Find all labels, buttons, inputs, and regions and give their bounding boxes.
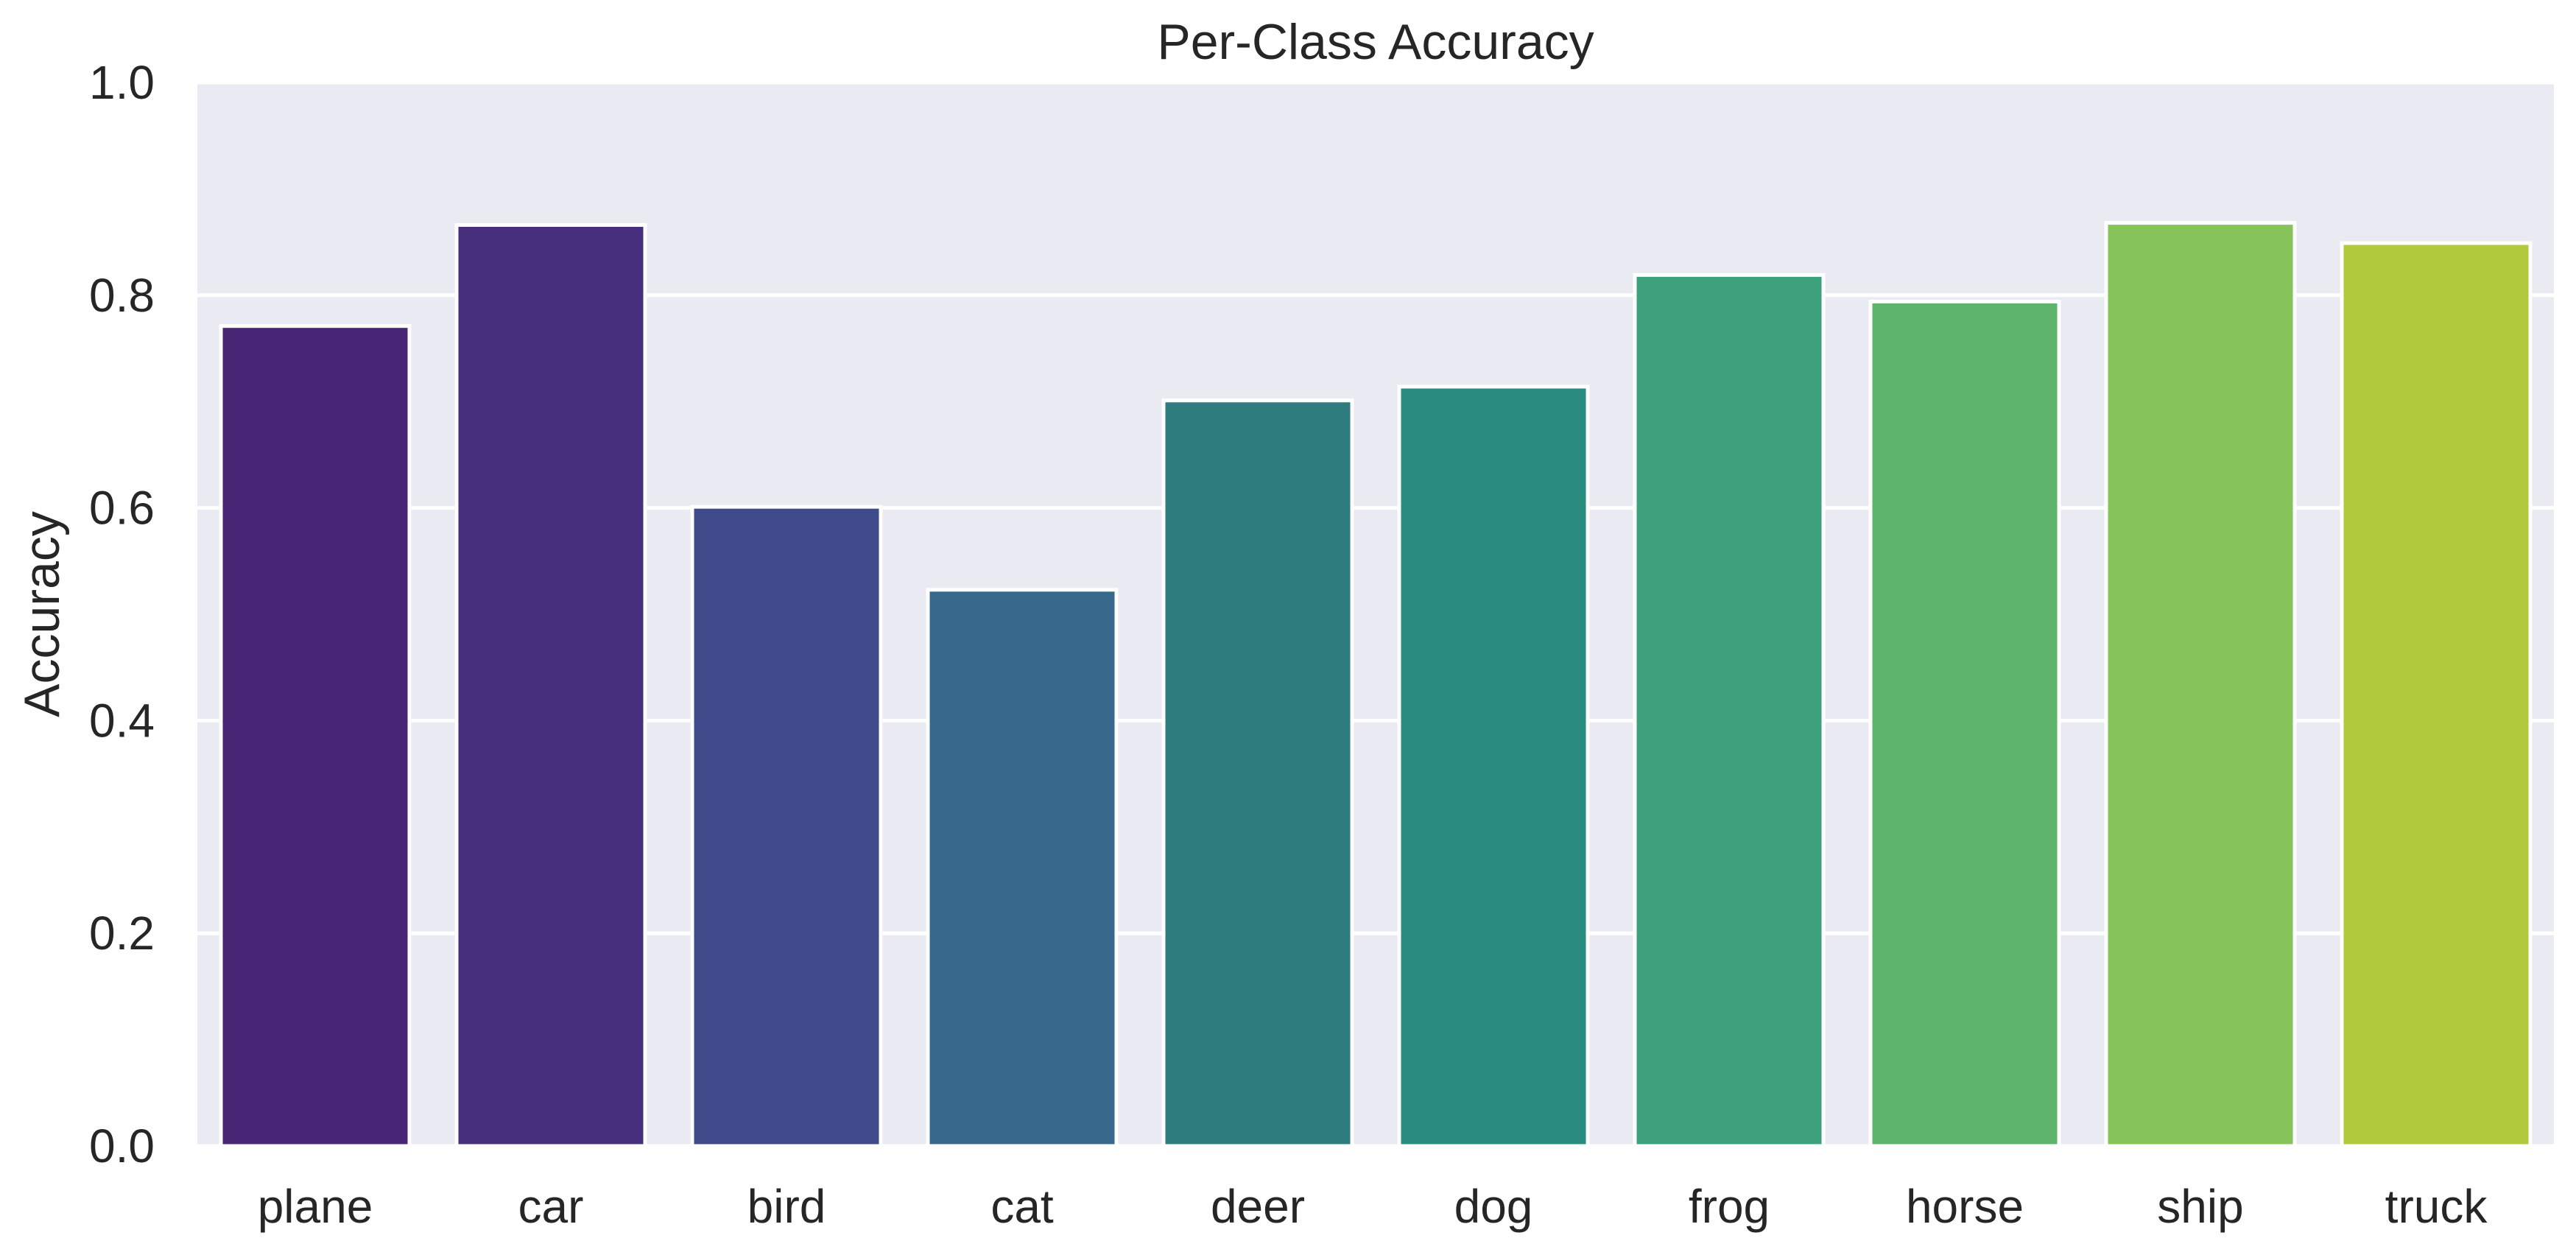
bar-frog [1633,273,1826,1148]
x-tick-label-truck: truck [2385,1180,2488,1233]
chart-title: Per-Class Accuracy [1157,14,1594,70]
y-tick-label: 1.0 [89,56,155,109]
y-tick-label: 0.6 [89,482,155,535]
x-tick-label-cat: cat [990,1180,1054,1233]
y-tick-labels: 0.0 0.2 0.4 0.6 0.8 1.0 [89,56,155,1173]
bar-cat [926,588,1119,1148]
bar-horse [1868,299,2061,1148]
x-tick-label-dog: dog [1454,1180,1533,1233]
x-tick-label-bird: bird [747,1180,826,1233]
bar-car [454,222,647,1148]
x-tick-label-horse: horse [1906,1180,2024,1233]
x-tick-labels: plane car bird cat deer dog frog horse ship truck [258,1180,2488,1233]
y-tick-label: 0.4 [89,694,155,747]
bar-plane [219,324,412,1148]
bar-dog [1397,384,1590,1148]
x-tick-label-car: car [518,1180,584,1233]
x-tick-label-plane: plane [258,1180,373,1233]
bar-ship [2104,221,2297,1148]
x-tick-label-ship: ship [2157,1180,2243,1233]
bar-truck [2340,241,2533,1148]
y-tick-label: 0.2 [89,907,155,960]
y-tick-label: 0.0 [89,1119,155,1173]
bars [219,221,2533,1148]
bar-bird [690,505,883,1148]
y-axis-label: Accuracy [14,511,70,717]
x-tick-label-frog: frog [1689,1180,1770,1233]
x-tick-label-deer: deer [1211,1180,1305,1233]
y-tick-label: 0.8 [89,269,155,322]
bar-deer [1161,398,1354,1148]
